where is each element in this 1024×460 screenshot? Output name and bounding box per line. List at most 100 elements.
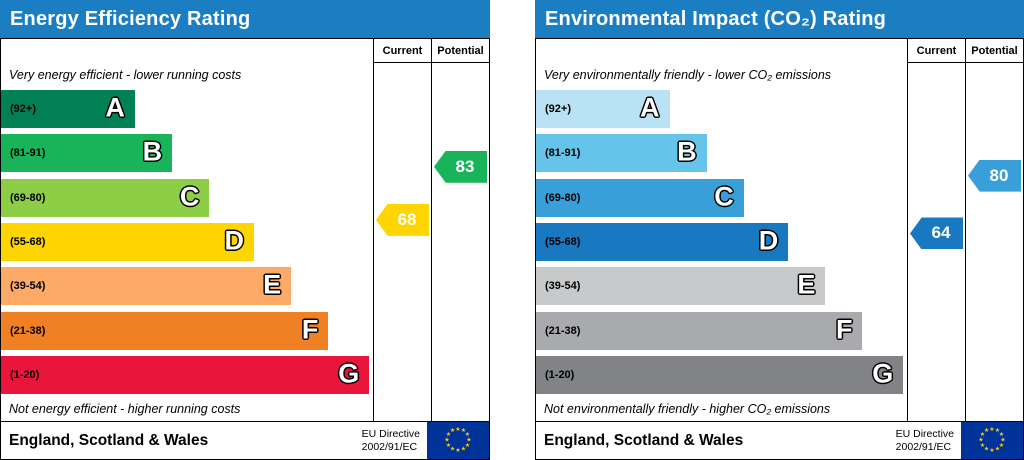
band-b-letter: B (677, 136, 697, 167)
potential-marker-track: 83 (432, 87, 489, 397)
band-a-bar: (92+) A (1, 90, 135, 129)
energy-efficiency-chart: Energy Efficiency Rating Very energy eff… (0, 0, 490, 460)
svg-text:★: ★ (466, 437, 471, 444)
chart-title-bar: Energy Efficiency Rating (0, 0, 490, 38)
potential-marker-track: 80 (966, 87, 1023, 397)
current-marker-track: 64 (908, 87, 965, 397)
band-f-letter: F (835, 313, 853, 344)
svg-text:★: ★ (999, 431, 1004, 438)
band-row-d: (55-68) D (536, 220, 907, 264)
eu-flag-icon: ★ ★ ★ ★ ★ ★ ★ ★ ★ ★ ★ ★ (961, 422, 1023, 459)
band-c-letter: C (179, 181, 200, 212)
band-e-letter: E (797, 269, 816, 300)
band-d-range-label: (55-68) (545, 235, 581, 248)
band-e-letter: E (263, 269, 282, 300)
svg-text:★: ★ (465, 442, 470, 449)
svg-text:★: ★ (450, 446, 455, 453)
svg-text:★: ★ (461, 427, 466, 434)
potential-column-header: Potential (432, 39, 489, 63)
band-row-d: (55-68) D (1, 220, 373, 264)
svg-text:★: ★ (444, 437, 449, 444)
band-row-g: (1-20) G (536, 353, 907, 397)
band-f-bar: (21-38) F (1, 311, 329, 350)
potential-track: 83 (432, 63, 489, 421)
band-e-bar: (39-54) E (1, 267, 292, 306)
svg-text:★: ★ (999, 442, 1004, 449)
bottom-caption: Not energy efficient - higher running co… (9, 402, 241, 416)
column-header-spacer (1, 39, 373, 63)
band-c-range-label: (69-80) (10, 191, 46, 204)
band-f-range-label: (21-38) (545, 324, 581, 337)
current-rating-marker: 64 (910, 217, 963, 250)
eu-flag-icon: ★ ★ ★ ★ ★ ★ ★ ★ ★ ★ ★ ★ (427, 422, 489, 459)
band-row-e: (39-54) E (1, 264, 373, 308)
top-caption: Very environmentally friendly - lower CO… (544, 68, 832, 82)
band-row-e: (39-54) E (536, 264, 907, 308)
potential-track: 80 (966, 63, 1023, 421)
band-row-b: (81-91) B (536, 131, 907, 175)
chart-title: Energy Efficiency Rating (10, 7, 251, 30)
eu-directive-line2: 2002/91/EC (895, 440, 952, 453)
band-a-bar: (92+) A (536, 90, 670, 129)
eu-directive-line1: EU Directive (895, 427, 954, 440)
current-marker-track: 68 (374, 87, 431, 397)
chart-title: Environmental Impact (CO₂) Rating (545, 7, 887, 30)
current-column-header: Current (908, 39, 965, 63)
svg-text:★: ★ (984, 427, 989, 434)
band-d-letter: D (224, 225, 244, 256)
band-d-range-label: (55-68) (10, 235, 46, 248)
current-column-header: Current (374, 39, 431, 63)
svg-text:★: ★ (995, 446, 1000, 453)
bands-column: Very environmentally friendly - lower CO… (536, 39, 907, 421)
svg-text:★: ★ (989, 426, 994, 433)
band-a-range-label: (92+) (10, 103, 36, 116)
eu-directive-label: EU Directive 2002/91/EC (896, 428, 954, 453)
band-b-letter: B (142, 136, 163, 167)
svg-text:★: ★ (465, 431, 470, 438)
svg-text:★: ★ (446, 442, 451, 449)
current-track: 68 (374, 63, 431, 421)
eu-directive-line2: 2002/91/EC (361, 440, 418, 453)
potential-rating-value: 83 (455, 156, 475, 176)
band-d-letter: D (758, 225, 779, 256)
current-column: Current 68 (373, 39, 431, 421)
svg-text:★: ★ (1000, 437, 1005, 444)
svg-text:★: ★ (978, 437, 983, 444)
band-c-range-label: (69-80) (545, 191, 581, 204)
environmental-impact-chart: Environmental Impact (CO₂) Rating Very e… (535, 0, 1024, 460)
band-d-bar: (55-68) D (536, 222, 789, 262)
band-b-bar: (81-91) B (1, 134, 173, 173)
band-row-a: (92+) A (1, 87, 373, 131)
band-f-letter: F (301, 313, 319, 344)
band-c-bar: (69-80) C (536, 178, 744, 217)
band-e-bar: (39-54) E (536, 267, 826, 306)
svg-text:★: ★ (995, 427, 1000, 434)
band-f-bar: (21-38) F (536, 311, 863, 350)
band-b-range-label: (81-91) (545, 147, 581, 160)
current-rating-marker: 68 (376, 203, 429, 236)
current-rating-value: 68 (397, 209, 417, 229)
eu-directive-line1: EU Directive (361, 427, 420, 440)
chart-body: Very energy efficient - lower running co… (1, 39, 489, 421)
potential-rating-marker: 80 (968, 159, 1021, 192)
svg-text:★: ★ (455, 426, 460, 433)
svg-text:★: ★ (980, 442, 985, 449)
svg-text:★: ★ (980, 431, 985, 438)
band-g-range-label: (1-20) (10, 368, 40, 381)
band-e-range-label: (39-54) (10, 280, 46, 293)
band-g-bar: (1-20) G (536, 355, 904, 394)
chart-frame: Very energy efficient - lower running co… (0, 38, 490, 460)
potential-rating-marker: 83 (434, 150, 487, 183)
chart-title-bar: Environmental Impact (CO₂) Rating (535, 0, 1024, 38)
potential-column: Potential 80 (965, 39, 1023, 421)
chart-footer: England, Scotland & Wales EU Directive 2… (536, 421, 1023, 459)
potential-rating-value: 80 (989, 165, 1009, 185)
band-a-range-label: (92+) (545, 103, 571, 116)
bands-column: Very energy efficient - lower running co… (1, 39, 373, 421)
region-label: England, Scotland & Wales (9, 431, 209, 449)
band-g-letter: G (872, 358, 894, 389)
current-rating-value: 64 (931, 223, 951, 243)
band-row-a: (92+) A (536, 87, 907, 131)
band-b-bar: (81-91) B (536, 134, 707, 173)
